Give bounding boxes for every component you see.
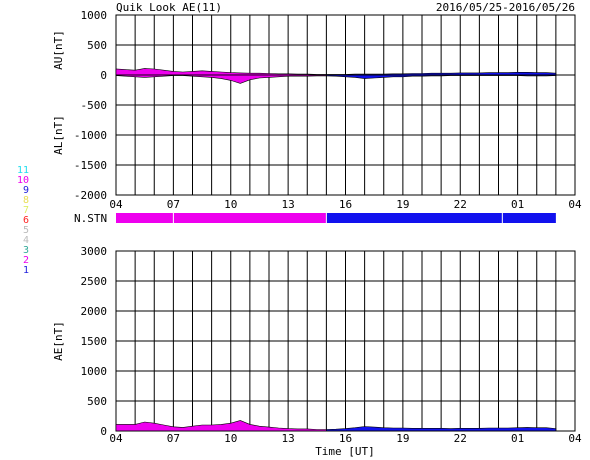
bottom-ae-area <box>326 426 557 432</box>
bottom-y-tick-label: 3000 <box>81 245 108 258</box>
legend-station-2: 2 <box>23 255 29 266</box>
top-x-tick-label: 19 <box>396 198 409 211</box>
legend-station-4: 4 <box>23 235 29 246</box>
bottom-x-tick-label: 22 <box>454 432 467 445</box>
top-x-tick-label: 04 <box>568 198 582 211</box>
bottom-y-tick-label: 2500 <box>81 275 108 288</box>
bottom-x-tick-label: 10 <box>224 432 237 445</box>
bottom-x-tick-label: 16 <box>339 432 352 445</box>
top-y-tick-label: -500 <box>81 99 108 112</box>
top-au-area <box>326 72 557 76</box>
top-y-tick-label: 500 <box>87 39 107 52</box>
station-bar-segment-2 <box>326 213 556 223</box>
bottom-y-tick-label: 500 <box>87 395 107 408</box>
top-x-tick-label: 01 <box>511 198 524 211</box>
station-bar-segment-1 <box>116 213 327 223</box>
ae-axis-label: AE[nT] <box>52 321 65 361</box>
legend-station-9: 9 <box>23 185 29 196</box>
legend-station-5: 5 <box>23 225 29 236</box>
top-y-tick-label: -2000 <box>74 189 107 202</box>
top-y-tick-label: -1000 <box>74 129 107 142</box>
station-bar: N.STN <box>74 212 556 225</box>
bottom-y-tick-label: 1000 <box>81 365 108 378</box>
bottom-ae-area <box>115 420 327 432</box>
legend-station-6: 6 <box>23 215 29 226</box>
legend-station-10: 10 <box>17 175 29 186</box>
au-axis-label: AU[nT] <box>52 30 65 70</box>
bottom-x-tick-label: 01 <box>511 432 524 445</box>
bottom-x-tick-label: 07 <box>167 432 180 445</box>
top-y-tick-label: 1000 <box>81 9 108 22</box>
legend-station-11: 11 <box>17 165 29 176</box>
top-x-tick-label: 22 <box>454 198 467 211</box>
date-range: 2016/05/25-2016/05/26 <box>436 1 575 14</box>
bottom-x-tick-label: 04 <box>568 432 582 445</box>
bottom-y-tick-label: 1500 <box>81 335 108 348</box>
x-axis-label: Time [UT] <box>315 445 375 458</box>
top-al-area <box>115 74 327 84</box>
top-y-tick-label: 0 <box>100 69 107 82</box>
top-al-area <box>326 74 557 79</box>
bottom-x-tick-label: 04 <box>109 432 123 445</box>
top-x-tick-label: 13 <box>282 198 295 211</box>
top-x-tick-label: 10 <box>224 198 237 211</box>
bottom-y-tick-label: 0 <box>100 425 107 438</box>
top-x-tick-label: 04 <box>109 198 123 211</box>
legend-station-1: 1 <box>23 265 29 276</box>
station-bar-label: N.STN <box>74 212 107 225</box>
au-al-panel: AU[nT] AL[nT] 1000 500 0 -500 -1000 -1500 -200… <box>52 9 582 211</box>
top-y-tick-label: -1500 <box>74 159 107 172</box>
chart-title: Quik Look AE(11) <box>116 1 222 14</box>
legend-station-7: 7 <box>23 205 29 216</box>
top-x-tick-label: 16 <box>339 198 352 211</box>
top-x-tick-label: 07 <box>167 198 180 211</box>
bottom-x-tick-label: 13 <box>282 432 295 445</box>
top-au-area <box>115 68 327 76</box>
bottom-y-tick-label: 2000 <box>81 305 108 318</box>
ae-panel: AE[nT] Time [UT] 3000 2500 2000 1500 1000 500… <box>52 245 582 458</box>
legend-station-8: 8 <box>23 195 29 206</box>
bottom-x-tick-label: 19 <box>396 432 409 445</box>
al-axis-label: AL[nT] <box>52 115 65 155</box>
legend-station-3: 3 <box>23 245 29 256</box>
